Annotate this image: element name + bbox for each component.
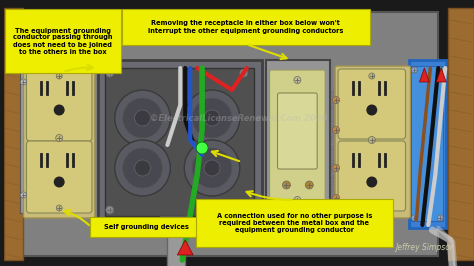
Circle shape [369,205,375,211]
Circle shape [333,194,339,202]
Circle shape [333,127,339,134]
Circle shape [333,97,339,103]
Circle shape [283,181,291,189]
Circle shape [294,77,301,84]
Bar [160,216,192,228]
Bar [4,8,24,260]
FancyBboxPatch shape [5,9,121,73]
Circle shape [106,69,114,77]
Circle shape [56,205,62,211]
Circle shape [411,215,418,221]
Circle shape [115,140,170,196]
FancyBboxPatch shape [90,217,203,237]
Circle shape [240,69,248,77]
Circle shape [366,177,377,188]
Bar [105,68,254,216]
Circle shape [369,73,375,79]
Text: A connection used for no other purpose is
required between the metal box and the: A connection used for no other purpose i… [217,213,372,233]
Circle shape [192,98,232,138]
Circle shape [305,181,313,189]
Bar [19,65,27,213]
FancyBboxPatch shape [270,70,325,218]
Bar [98,60,262,226]
Circle shape [411,67,418,73]
FancyBboxPatch shape [122,9,370,45]
FancyBboxPatch shape [277,93,317,169]
FancyBboxPatch shape [196,199,392,247]
Text: Jeffrey Simpson: Jeffrey Simpson [395,243,455,252]
Polygon shape [177,240,193,255]
FancyBboxPatch shape [338,141,406,211]
Text: IS OPTIONAL CONDUCTORS TYPE X ASTM C1384/L1304: IS OPTIONAL CONDUCTORS TYPE X ASTM C1384… [332,90,336,198]
Circle shape [20,192,27,198]
Circle shape [184,90,240,146]
Circle shape [366,105,377,115]
Text: ©ElectricalLicenseRenewal.Com 2020: ©ElectricalLicenseRenewal.Com 2020 [150,114,328,123]
Circle shape [123,98,163,138]
Circle shape [240,206,248,214]
Circle shape [56,73,62,79]
Circle shape [135,110,151,126]
Circle shape [115,90,170,146]
FancyBboxPatch shape [335,66,410,218]
Bar [409,60,446,228]
Circle shape [438,215,443,221]
Polygon shape [436,68,446,82]
Circle shape [294,197,301,203]
Bar [265,60,330,228]
Circle shape [333,164,339,172]
Circle shape [368,136,375,143]
Circle shape [204,110,220,126]
Circle shape [54,105,64,115]
Circle shape [54,177,64,188]
Text: Self grounding devices: Self grounding devices [104,224,189,230]
Circle shape [196,142,208,154]
Circle shape [106,206,114,214]
Circle shape [20,79,27,85]
FancyBboxPatch shape [338,69,406,139]
Circle shape [192,148,232,188]
Circle shape [56,135,63,142]
Text: The equipment grounding
conductor passing through
does not need to be joined
to : The equipment grounding conductor passin… [13,27,112,55]
Text: Removing the receptacle in either box below won't
interrupt the other equipment : Removing the receptacle in either box be… [148,20,344,34]
FancyBboxPatch shape [27,141,92,213]
FancyBboxPatch shape [24,66,95,218]
Circle shape [438,67,443,73]
Circle shape [135,160,151,176]
Polygon shape [419,68,429,82]
Bar [167,225,185,266]
FancyBboxPatch shape [27,69,92,141]
Bar [448,8,474,260]
Bar [411,66,443,221]
Circle shape [123,148,163,188]
Circle shape [204,160,220,176]
Bar [21,12,438,256]
Circle shape [184,140,240,196]
